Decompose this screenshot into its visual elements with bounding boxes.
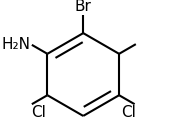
Text: Cl: Cl [121, 105, 136, 120]
Text: Br: Br [75, 0, 92, 14]
Text: H₂N: H₂N [2, 37, 31, 52]
Text: Cl: Cl [31, 105, 46, 120]
